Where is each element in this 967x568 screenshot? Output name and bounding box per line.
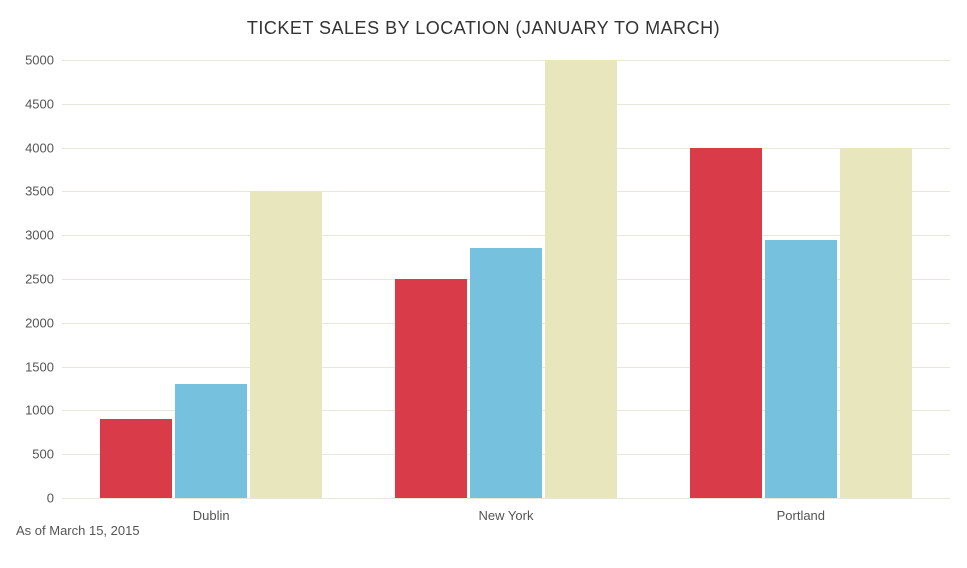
y-tick-label: 4000 <box>4 140 54 155</box>
y-tick-label: 3000 <box>4 228 54 243</box>
bar-group <box>394 60 619 498</box>
y-tick-label: 2000 <box>4 315 54 330</box>
bar <box>470 248 542 498</box>
bar-group <box>688 60 913 498</box>
x-tick-label: New York <box>479 508 534 523</box>
bar <box>840 148 912 498</box>
y-tick-label: 1500 <box>4 359 54 374</box>
bar-group <box>99 60 324 498</box>
bar <box>175 384 247 498</box>
y-tick-label: 5000 <box>4 53 54 68</box>
plot-area: 0500100015002000250030003500400045005000… <box>62 60 950 498</box>
chart-title: TICKET SALES BY LOCATION (JANUARY TO MAR… <box>0 18 967 39</box>
y-tick-label: 3500 <box>4 184 54 199</box>
gridline <box>62 498 950 499</box>
y-tick-label: 500 <box>4 447 54 462</box>
bar <box>545 60 617 498</box>
bar <box>250 191 322 498</box>
bar <box>100 419 172 498</box>
y-tick-label: 0 <box>4 491 54 506</box>
bar <box>690 148 762 498</box>
y-tick-label: 4500 <box>4 96 54 111</box>
chart-container: TICKET SALES BY LOCATION (JANUARY TO MAR… <box>0 0 967 568</box>
bar <box>395 279 467 498</box>
bar <box>765 240 837 498</box>
footnote-text: As of March 15, 2015 <box>16 523 140 538</box>
x-tick-label: Dublin <box>193 508 230 523</box>
y-tick-label: 1000 <box>4 403 54 418</box>
x-tick-label: Portland <box>777 508 825 523</box>
y-tick-label: 2500 <box>4 272 54 287</box>
